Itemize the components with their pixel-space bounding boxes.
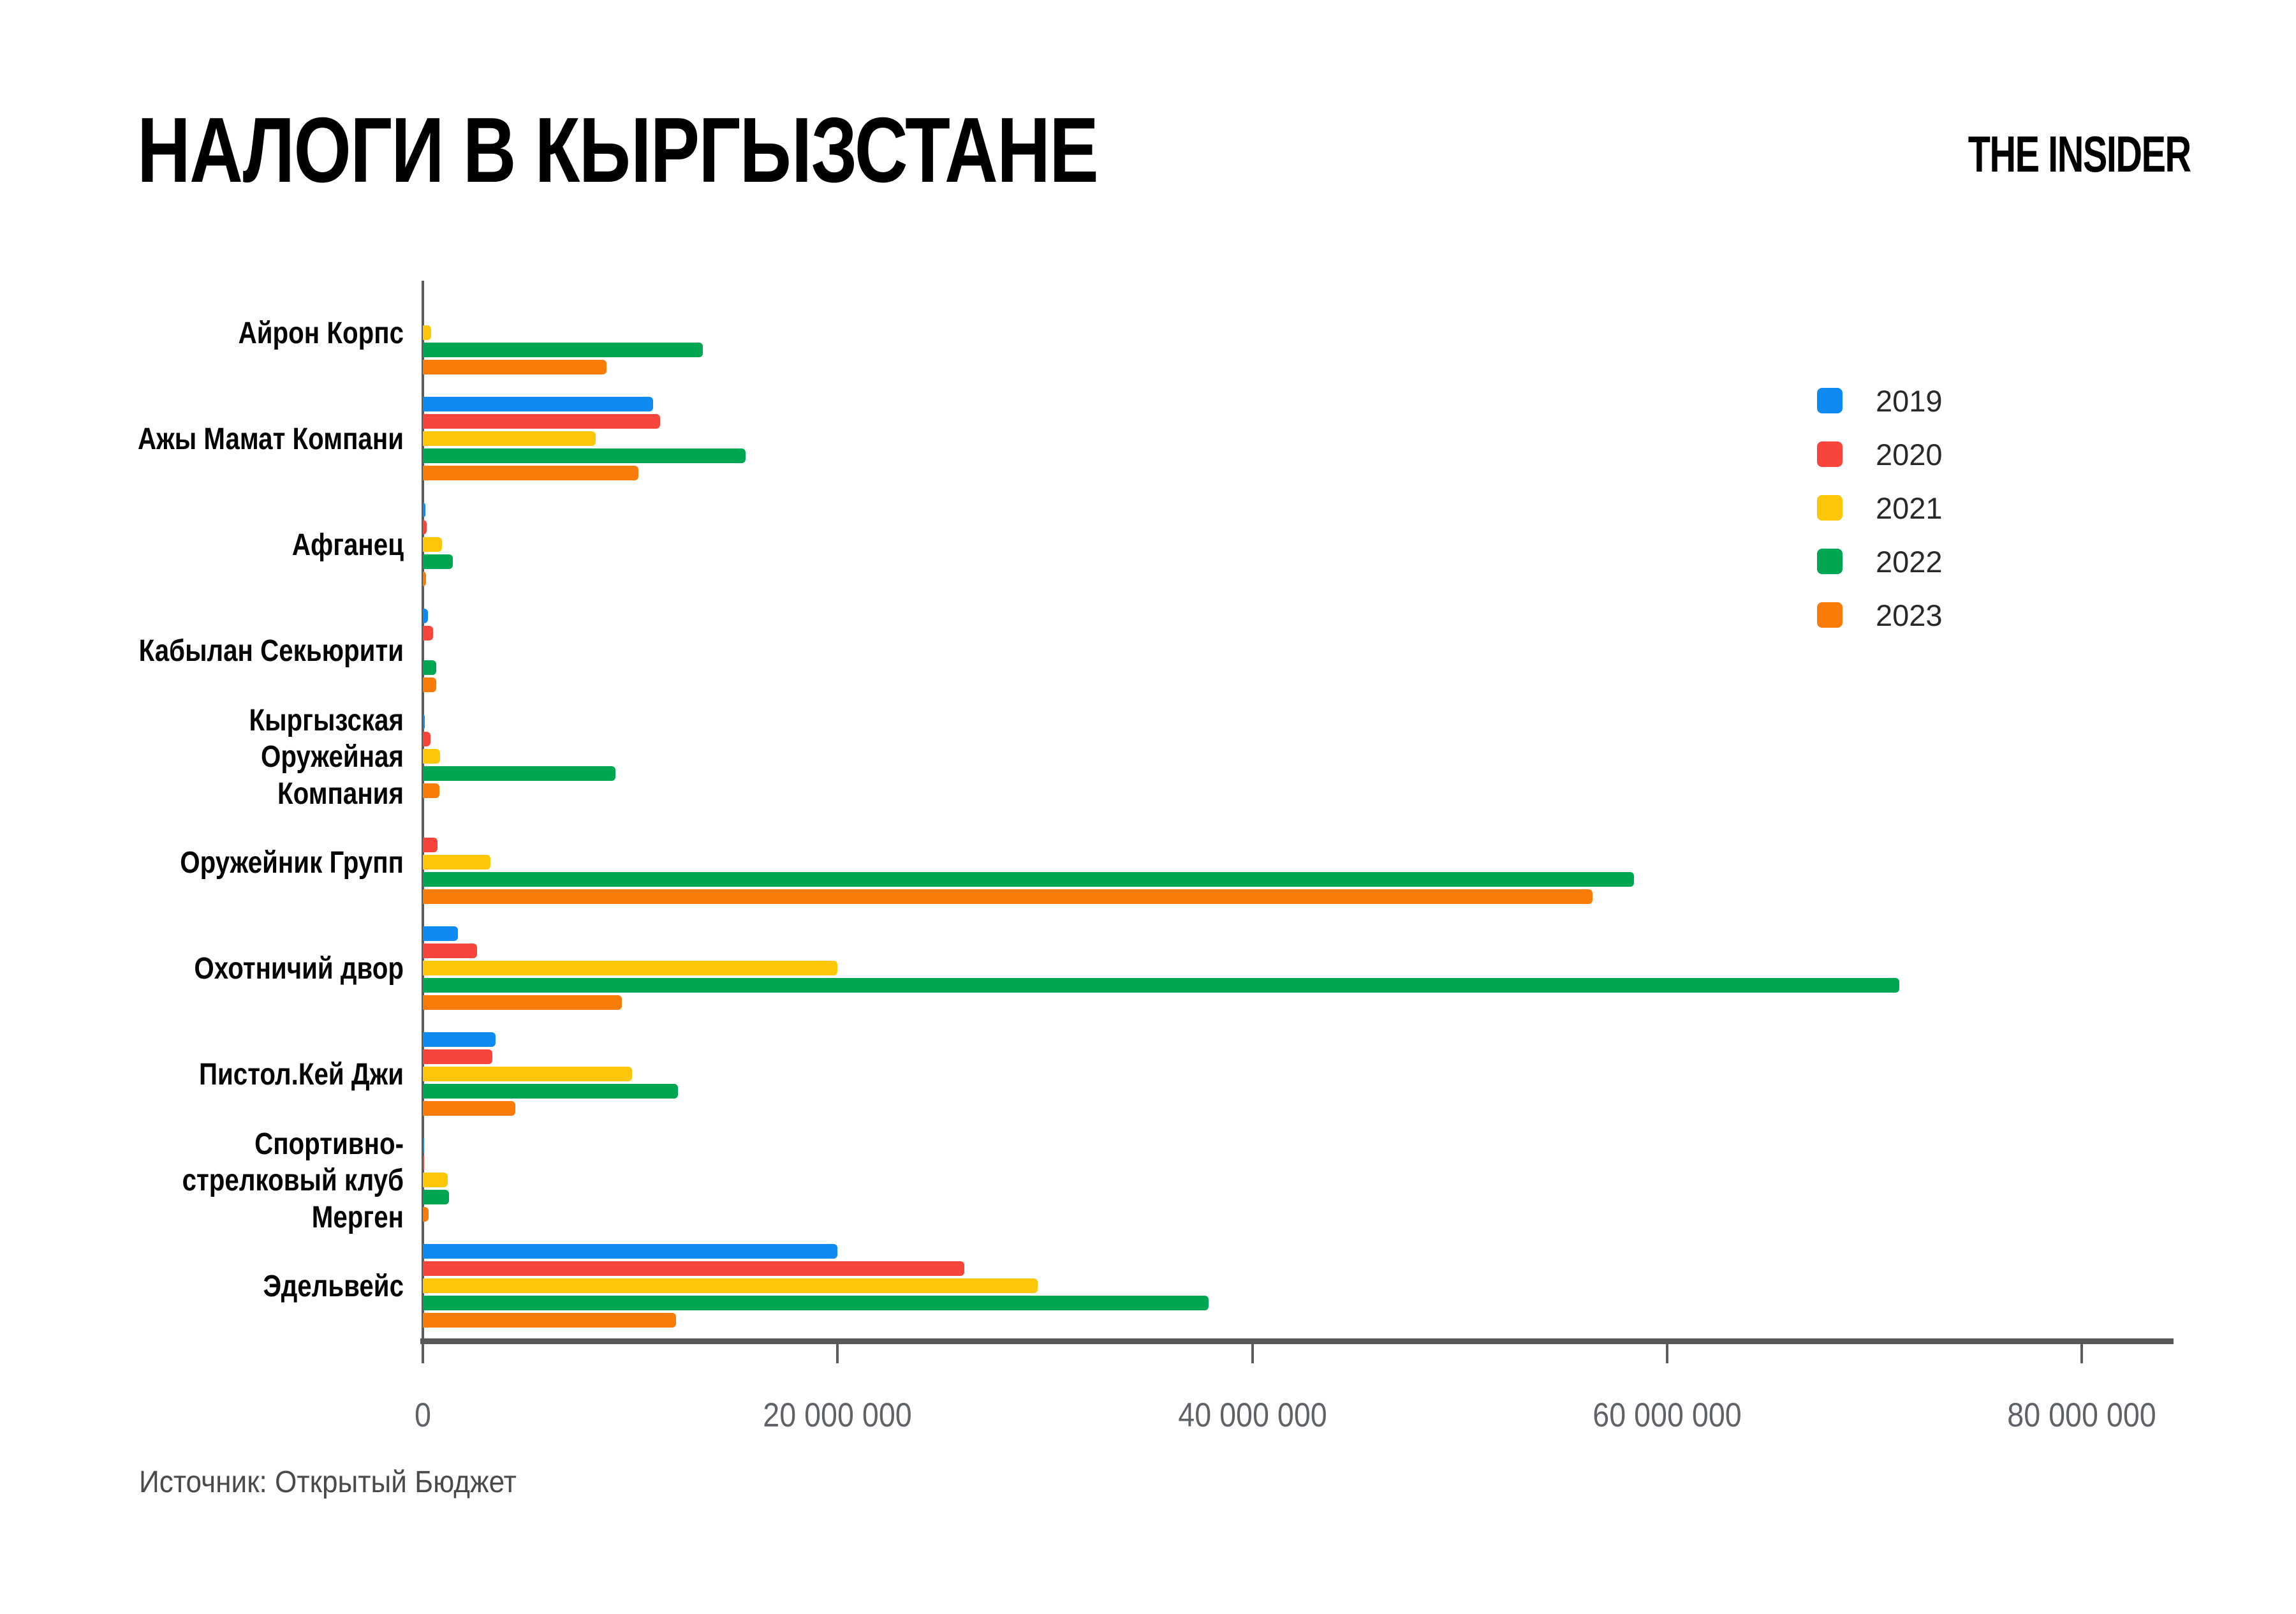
bar-group: Охотничий двор [194, 916, 2171, 1022]
legend-item: 2021 [1817, 491, 1943, 525]
bar-group: Эдельвейс [263, 1234, 2171, 1340]
category-label: Оружейник Групп [180, 846, 404, 880]
bar-2021 [423, 325, 431, 340]
bar-2022 [423, 554, 453, 569]
x-tick-label: 20 000 000 [763, 1396, 912, 1434]
the-insider-logo: THE INSIDER [1968, 126, 2191, 182]
x-tick-label: 80 000 000 [2007, 1396, 2156, 1434]
category-label: Пистол.Кей Джи [199, 1058, 404, 1092]
legend-item: 2022 [1817, 545, 1943, 579]
category-label: Афганец [291, 528, 404, 563]
legend-item: 2023 [1817, 598, 1943, 632]
bar-2023 [423, 1207, 429, 1222]
bar-2022 [423, 1296, 1209, 1310]
bar-2023 [423, 783, 439, 798]
legend-label: 2022 [1876, 544, 1943, 579]
x-tick [1665, 1344, 1668, 1363]
bar-2021 [423, 537, 443, 552]
legend-item: 2019 [1817, 384, 1943, 418]
legend-swatch-2019 [1817, 388, 1843, 413]
bar-2022 [423, 448, 746, 463]
plot-area: Айрон Корпс Ажы Мамат Компани Афганец Кабыл… [138, 281, 2174, 1434]
y-axis-line [422, 281, 424, 1344]
bar-2019 [423, 714, 425, 729]
legend-swatch-2020 [1817, 441, 1843, 467]
legend-swatch-2023 [1817, 602, 1843, 628]
bar-2022 [423, 766, 616, 781]
category-label: Кыргызская Оружейная Компания [249, 703, 404, 811]
category-label: Эдельвейс [263, 1270, 404, 1304]
bar-2019 [423, 503, 425, 517]
bar-group: Айрон Корпс [239, 281, 2171, 387]
bar-2021 [423, 1173, 448, 1187]
bar-2023 [423, 889, 1593, 904]
legend-swatch-2021 [1817, 495, 1843, 521]
bar-2021 [423, 749, 440, 764]
page-title: НАЛОГИ В КЫРГЫЗСТАНЕ [137, 98, 1099, 202]
bar-2020 [423, 732, 431, 746]
bar-2019 [423, 926, 459, 941]
legend-label: 2020 [1876, 437, 1943, 471]
source-note: Источник: Открытый Бюджет [139, 1465, 517, 1499]
bar-2022 [423, 1084, 678, 1099]
bar-2020 [423, 944, 477, 958]
bar-2020 [423, 1261, 964, 1276]
bar-group: Кыргызская Оружейная Компания [249, 704, 2171, 811]
bar-2023 [423, 572, 427, 586]
bar-group: Оружейник Групп [180, 810, 2171, 916]
x-tick [836, 1344, 839, 1363]
bar-2019 [423, 609, 429, 623]
bar-2019 [423, 1138, 425, 1153]
category-label: Кабылан Секьюрити [138, 634, 404, 669]
bar-2022 [423, 872, 1634, 887]
bar-2023 [423, 995, 622, 1010]
legend-label: 2023 [1876, 598, 1943, 632]
bar-2023 [423, 677, 436, 692]
x-tick [1251, 1344, 1254, 1363]
bar-2020 [423, 626, 433, 640]
bar-2021 [423, 961, 838, 975]
x-tick [422, 1344, 424, 1363]
bar-2020 [423, 838, 438, 852]
category-label: Айрон Корпс [238, 316, 404, 351]
bar-2023 [423, 360, 607, 374]
bar-2023 [423, 1313, 676, 1328]
category-label: Ажы Мамат Компани [138, 422, 404, 457]
legend-label: 2019 [1876, 383, 1943, 418]
bar-2023 [423, 466, 639, 480]
bar-group: Ажы Мамат Компани [138, 387, 2171, 492]
x-tick-label: 60 000 000 [1593, 1396, 1742, 1434]
bar-2020 [423, 520, 427, 535]
bar-2020 [423, 414, 661, 429]
bar-2023 [423, 1101, 515, 1116]
bar-2021 [423, 855, 490, 870]
category-label: Охотничий двор [194, 952, 404, 986]
bar-2020 [423, 1049, 492, 1064]
category-label: Спортивно-стрелковый клуб Мерген [182, 1127, 404, 1234]
bar-2022 [423, 343, 703, 357]
legend-swatch-2022 [1817, 549, 1843, 574]
bar-2022 [423, 660, 437, 675]
x-tick-label: 0 [415, 1396, 431, 1434]
bar-2019 [423, 1244, 838, 1259]
x-tick-label: 40 000 000 [1177, 1396, 1327, 1434]
bar-2021 [423, 1067, 633, 1081]
bar-group: Кабылан Секьюрити [139, 598, 2171, 704]
bar-group: Спортивно-стрелковый клуб Мерген [182, 1127, 2171, 1234]
x-axis-line [420, 1338, 2174, 1344]
bar-2021 [423, 1278, 1038, 1293]
bar-group: Пистол.Кей Джи [199, 1022, 2171, 1128]
bar-group: Афганец [292, 492, 2171, 598]
bar-2019 [423, 1032, 496, 1047]
bar-2020 [423, 1155, 424, 1170]
bar-2022 [423, 1190, 449, 1204]
bar-2019 [423, 397, 653, 411]
legend-label: 2021 [1876, 491, 1943, 525]
legend-item: 2020 [1817, 438, 1943, 471]
bar-2022 [423, 978, 1900, 993]
bar-2021 [423, 431, 596, 446]
x-tick [2080, 1344, 2084, 1363]
